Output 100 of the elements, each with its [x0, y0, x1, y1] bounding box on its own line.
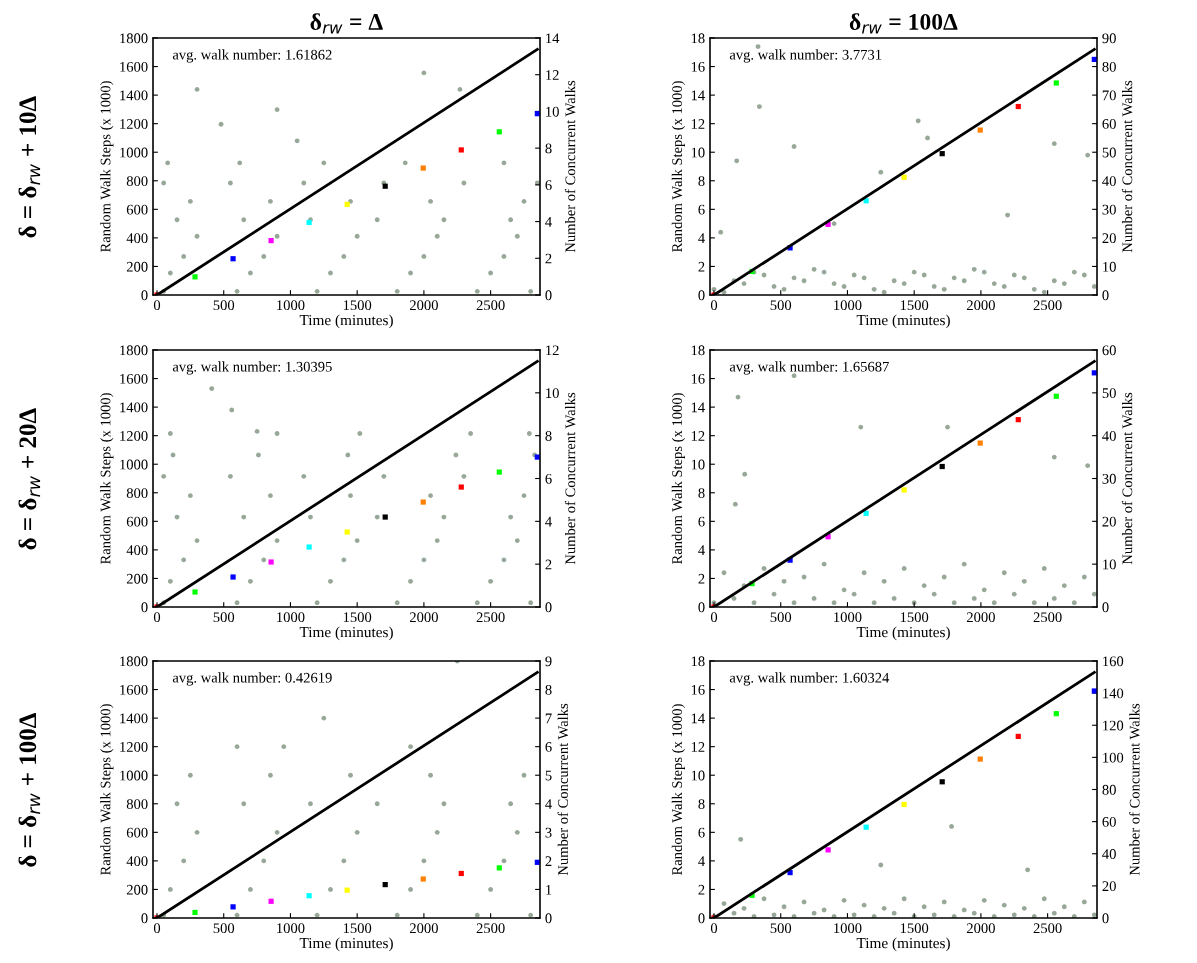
x-tick-label: 2000 — [409, 923, 438, 934]
y2-tick-label: 10 — [546, 388, 559, 399]
y2-tick-label: 2 — [545, 253, 552, 264]
y2-tick-label: 12 — [546, 70, 559, 80]
x-tick-label: 1500 — [900, 923, 929, 934]
y-tick-label: 1200 — [120, 431, 148, 441]
y-tick-label: 1000 — [120, 770, 148, 781]
y2-tick-label: 0 — [545, 290, 552, 301]
y2-tick-label: 12 — [546, 345, 559, 356]
y2-axis-title: Number of Concurrent Walks — [564, 392, 576, 565]
y2-tick-label: 6 — [545, 180, 552, 191]
y2-tick-label: 10 — [1103, 559, 1116, 570]
y2-tick-label: 20 — [1102, 516, 1116, 527]
y-tick-label: 600 — [126, 516, 148, 527]
y2-tick-label: 2 — [545, 856, 552, 866]
x-tick-label: 2500 — [1033, 923, 1062, 934]
y-tick-label: 10 — [691, 770, 705, 781]
y-tick-label: 4 — [698, 233, 705, 243]
y2-tick-label: 20 — [1102, 881, 1116, 892]
y2-tick-label: 4 — [545, 217, 552, 227]
y2-tick-label: 90 — [1102, 33, 1116, 44]
y2-tick-label: 9 — [545, 656, 552, 667]
y2-axis-title: Number of Concurrent Walks — [1121, 80, 1133, 253]
y-tick-label: 1200 — [120, 742, 148, 752]
y-axis-title: Random Walk Steps (x 1000) — [100, 393, 114, 565]
y2-tick-label: 30 — [1102, 473, 1116, 484]
y2-tick-label: 0 — [1102, 913, 1109, 924]
y2-tick-label: 80 — [1102, 784, 1116, 795]
y2-tick-label: 120 — [1103, 720, 1124, 731]
y-tick-label: 2 — [698, 573, 705, 584]
x-tick-label: 2500 — [476, 923, 505, 934]
x-tick-label: 0 — [153, 923, 161, 934]
y-axis-title: Random Walk Steps (x 1000) — [671, 393, 685, 565]
y-tick-label: 4 — [698, 856, 705, 866]
y-tick-label: 2 — [698, 884, 705, 895]
y-tick-label: 1200 — [120, 119, 148, 129]
y-tick-label: 12 — [691, 431, 705, 441]
y-tick-label: 12 — [691, 742, 705, 752]
y2-tick-label: 4 — [545, 799, 552, 809]
x-tick-label: 500 — [213, 300, 235, 311]
y2-tick-label: 8 — [545, 431, 552, 441]
x-tick-label: 0 — [710, 612, 718, 623]
y-tick-label: 2 — [698, 261, 705, 272]
x-tick-label: 2500 — [1033, 612, 1062, 623]
x-tick-label: 1500 — [900, 612, 929, 623]
y-tick-label: 1400 — [120, 402, 148, 413]
x-tick-label: 500 — [770, 923, 792, 934]
y2-tick-label: 50 — [1102, 147, 1116, 158]
y-tick-label: 600 — [126, 204, 148, 215]
y-tick-label: 14 — [691, 402, 705, 413]
y2-tick-label: 2 — [545, 559, 552, 570]
x-tick-label: 0 — [153, 300, 161, 311]
x-tick-label: 500 — [213, 923, 235, 934]
x-tick-label: 0 — [710, 923, 718, 934]
y-tick-label: 1000 — [120, 147, 148, 158]
x-tick-label: 2500 — [1033, 300, 1062, 311]
y2-tick-label: 6 — [545, 473, 552, 484]
x-tick-label: 0 — [710, 300, 718, 311]
y-axis-title: Random Walk Steps (x 1000) — [671, 81, 685, 253]
annotation: avg. walk number: 1.61862 — [172, 49, 332, 63]
y-tick-label: 400 — [126, 545, 148, 556]
y2-axis-title: Number of Concurrent Walks — [557, 703, 569, 876]
y-tick-label: 1000 — [120, 459, 148, 470]
y2-tick-label: 160 — [1103, 656, 1124, 667]
x-tick-label: 2000 — [409, 612, 438, 623]
y-tick-label: 800 — [126, 488, 148, 498]
y-tick-label: 18 — [691, 656, 705, 667]
x-tick-label: 1000 — [834, 612, 862, 623]
y-tick-label: 18 — [691, 33, 705, 44]
y2-tick-label: 14 — [546, 33, 560, 44]
x-tick-label: 1000 — [277, 923, 305, 934]
chart-title: δ$_{rw}$ = Δ — [310, 13, 383, 34]
y2-tick-label: 0 — [1102, 602, 1109, 613]
y2-tick-label: 30 — [1102, 204, 1116, 215]
x-tick-label: 1500 — [343, 300, 372, 311]
x-tick-label: 1000 — [834, 923, 862, 934]
x-tick-label: 1500 — [343, 923, 372, 934]
annotation: avg. walk number: 1.60324 — [729, 672, 890, 686]
y2-tick-label: 80 — [1102, 61, 1116, 72]
y-tick-label: 8 — [698, 799, 705, 809]
y-tick-label: 800 — [126, 176, 148, 186]
chart-title: δ$_{rw}$ = 100Δ — [849, 13, 958, 34]
y-tick-label: 1800 — [120, 33, 148, 44]
y-tick-label: 16 — [691, 373, 705, 384]
x-tick-label: 1500 — [343, 612, 372, 623]
y2-tick-label: 60 — [1102, 816, 1116, 827]
y2-tick-label: 6 — [545, 742, 552, 752]
y2-tick-label: 100 — [1103, 752, 1124, 763]
y-axis-title: Random Walk Steps (x 1000) — [100, 81, 114, 253]
y-tick-label: 1600 — [120, 61, 148, 72]
x-tick-label: 1500 — [900, 300, 929, 311]
y-tick-label: 1800 — [120, 656, 148, 667]
y-tick-label: 10 — [691, 459, 705, 470]
y2-tick-label: 40 — [1102, 849, 1116, 859]
y-tick-label: 6 — [698, 204, 705, 215]
y-tick-label: 8 — [698, 176, 705, 186]
x-tick-label: 2000 — [409, 300, 438, 311]
y2-tick-label: 20 — [1102, 233, 1116, 244]
x-tick-label: 1000 — [277, 612, 305, 623]
x-axis-title: Time (minutes) — [856, 314, 950, 329]
